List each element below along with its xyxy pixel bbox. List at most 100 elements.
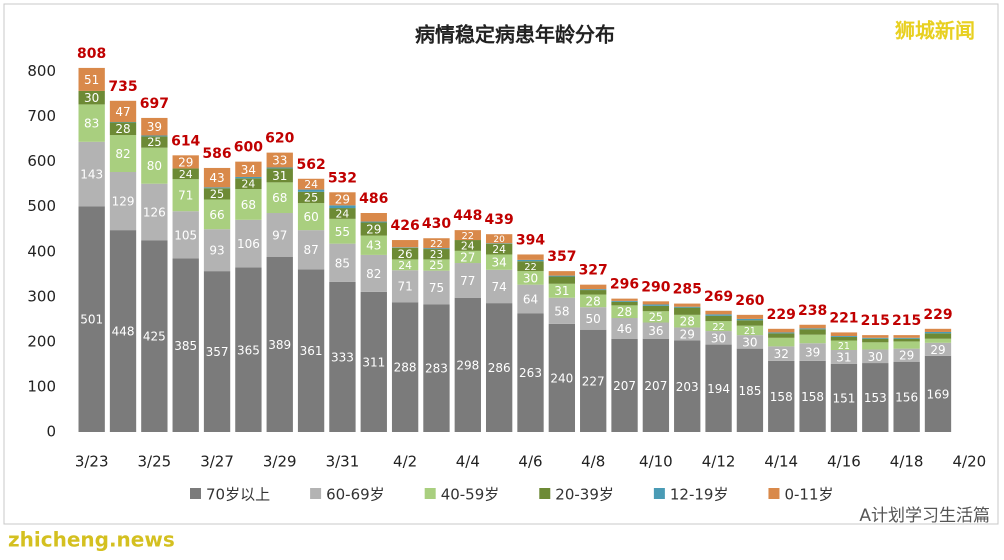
value-label: 58: [554, 304, 569, 318]
value-label: 55: [335, 225, 350, 239]
bar-segment: [893, 335, 920, 338]
bar-segment: [862, 337, 889, 339]
total-label: 439: [485, 212, 514, 228]
bar-segment: [674, 314, 701, 328]
bar-segment: [893, 341, 920, 349]
bar-segment: [830, 332, 858, 337]
value-label: 25: [649, 311, 663, 324]
bar-segment: [391, 270, 419, 303]
value-label: 169: [927, 387, 950, 401]
value-label: 26: [398, 247, 413, 261]
bar-segment: [235, 219, 262, 268]
total-label: 620: [265, 131, 294, 147]
bar-segment: [141, 117, 168, 136]
value-label: 156: [895, 390, 918, 404]
legend-swatch: [424, 488, 436, 499]
value-label: 25: [429, 259, 443, 272]
total-label: 290: [641, 279, 670, 295]
bar-segment: [768, 333, 795, 338]
x-tick-label: 4/6: [518, 453, 542, 471]
bar-segment: [266, 168, 293, 183]
value-label: 31: [554, 284, 569, 298]
total-label: 327: [579, 263, 608, 279]
value-label: 71: [397, 280, 412, 294]
x-tick-label: 4/14: [764, 453, 798, 471]
value-label: 87: [303, 243, 318, 257]
legend-swatch: [539, 488, 551, 499]
value-label: 501: [80, 313, 103, 327]
bar-segment: [141, 183, 168, 241]
value-label: 30: [742, 335, 757, 349]
bar-segment: [360, 222, 387, 236]
total-label: 735: [108, 79, 137, 95]
value-label: 286: [488, 361, 511, 375]
value-label: 30: [523, 271, 538, 285]
total-label: 296: [610, 277, 639, 293]
value-label: 32: [774, 347, 789, 361]
total-label: 586: [202, 146, 231, 162]
bar-segment: [799, 324, 826, 329]
bar-segment: [360, 254, 387, 292]
bar-segment: [423, 249, 450, 260]
value-label: 29: [680, 327, 695, 341]
value-label: 194: [707, 382, 730, 396]
bar-segment: [109, 122, 137, 136]
bar-segment: [235, 161, 262, 177]
bar-segment: [580, 294, 607, 308]
bar-segment: [768, 332, 795, 334]
value-label: 39: [805, 346, 820, 360]
bar-segment: [611, 298, 638, 301]
value-label: 75: [429, 281, 444, 295]
value-label: 22: [430, 239, 443, 250]
value-label: 21: [838, 341, 850, 352]
bar-segment: [862, 335, 889, 338]
x-tick-label: 4/10: [639, 453, 673, 471]
bar-segment: [203, 229, 231, 272]
bar-segment: [297, 189, 325, 192]
bar-segment: [924, 338, 952, 343]
bar-segment: [141, 136, 168, 148]
value-label: 29: [366, 223, 381, 237]
bar-segment: [517, 284, 544, 314]
bar-segment: [517, 313, 544, 432]
bar-segment: [611, 338, 638, 432]
value-label: 74: [492, 280, 507, 294]
bar-segment: [705, 344, 732, 432]
value-label: 448: [112, 325, 135, 339]
bar-segment: [768, 337, 795, 347]
value-label: 27: [460, 250, 475, 264]
bar-segment: [580, 289, 607, 291]
bar-segment: [266, 182, 293, 214]
bar-segment: [391, 302, 419, 432]
value-label: 389: [268, 338, 291, 352]
value-label: 24: [492, 243, 506, 256]
bar-segment: [768, 328, 795, 333]
value-label: 25: [304, 191, 318, 204]
legend-swatch: [768, 488, 780, 499]
bar-segment: [736, 335, 764, 349]
bar-segment: [360, 291, 387, 432]
value-label: 43: [209, 171, 224, 185]
value-label: 25: [147, 136, 161, 149]
bar-segment: [862, 338, 889, 343]
bar-segment: [705, 331, 732, 345]
total-label: 229: [767, 307, 796, 323]
value-label: 46: [617, 322, 632, 336]
value-label: 24: [179, 168, 193, 181]
bar-segment: [454, 297, 481, 432]
bar-segment: [642, 305, 670, 312]
bar-segment: [517, 259, 544, 262]
legend-label: 40-59岁: [441, 486, 500, 504]
y-tick-label: 100: [27, 377, 56, 395]
total-label: 229: [923, 307, 952, 323]
value-label: 23: [430, 249, 443, 261]
bar-segment: [893, 337, 920, 339]
x-tick-label: 3/31: [326, 453, 360, 471]
value-label: 83: [84, 117, 99, 131]
bar-segment: [580, 307, 607, 330]
bar-segment: [548, 271, 576, 276]
bar-segment: [297, 203, 325, 231]
bar-segment: [360, 213, 387, 222]
total-label: 215: [861, 313, 890, 329]
